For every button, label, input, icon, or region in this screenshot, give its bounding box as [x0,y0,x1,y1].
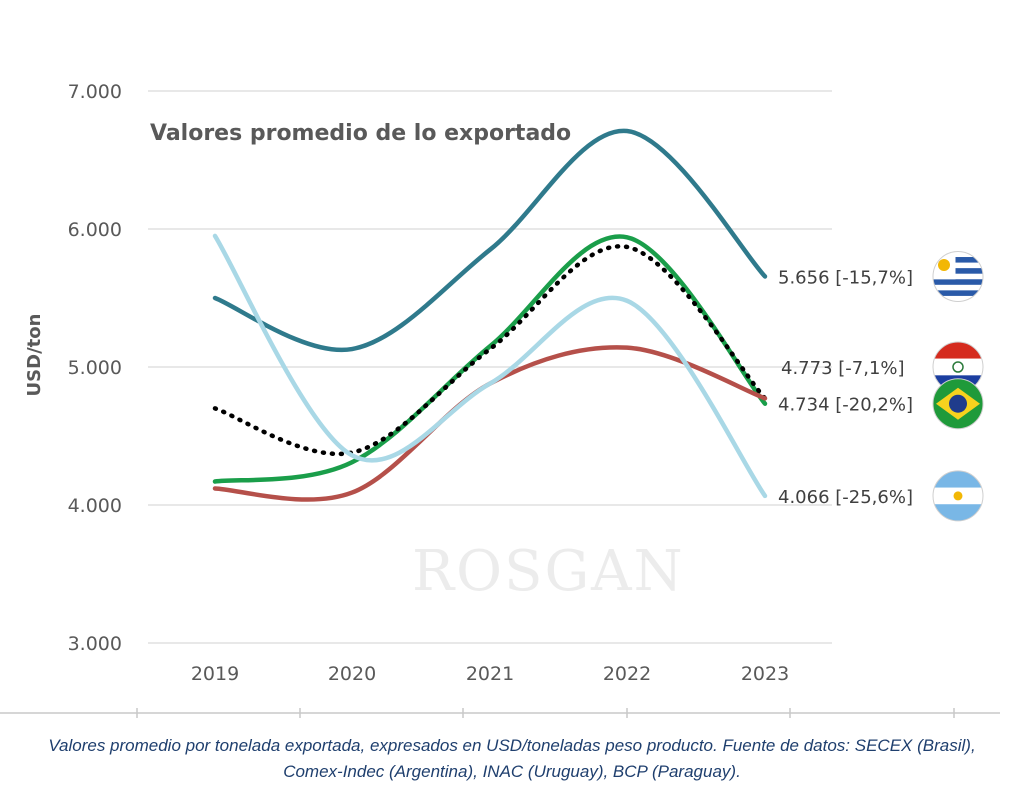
brazil-flag-icon [932,378,984,430]
series-lines [212,128,768,502]
x-tick-label: 2019 [191,663,239,685]
x-tick-label: 2023 [741,663,789,685]
end-label: 4.773 [-7,1%] [781,358,905,379]
y-tick-labels: 3.000 4.000 5.000 6.000 7.000 [68,81,122,655]
caption: Valores promedio por tonelada exportada,… [48,736,976,781]
y-axis-label: USD/ton [24,314,45,397]
y-tick-label: 7.000 [68,81,122,103]
end-label: 4.734 [-20,2%] [778,395,913,416]
x-tick-labels: 2019 2020 2021 2022 2023 [191,663,789,685]
series-line-3 [212,244,768,457]
end-label: 5.656 [-15,7%] [778,267,913,288]
chart-title: Valores promedio de lo exportado [150,121,571,146]
watermark: ROSGAN [412,539,685,604]
bottom-axis [0,708,1000,718]
flags [932,250,984,522]
x-tick-label: 2021 [466,663,514,685]
end-labels: 5.656 [-15,7%] 4.773 [-7,1%] 4.734 [-20,2%… [778,267,913,507]
y-tick-label: 3.000 [68,633,122,655]
uruguay-flag-icon [932,250,984,302]
argentina-flag-icon [932,470,984,522]
gridlines [148,90,832,644]
x-tick-label: 2020 [328,663,376,685]
y-tick-label: 6.000 [68,219,122,241]
y-tick-label: 4.000 [68,495,122,517]
series-line-2 [212,234,768,484]
x-tick-label: 2022 [603,663,651,685]
series-line-5 [212,233,768,499]
y-tick-label: 5.000 [68,357,122,379]
series-line-1 [212,128,768,353]
end-label: 4.066 [-25,6%] [778,487,913,508]
